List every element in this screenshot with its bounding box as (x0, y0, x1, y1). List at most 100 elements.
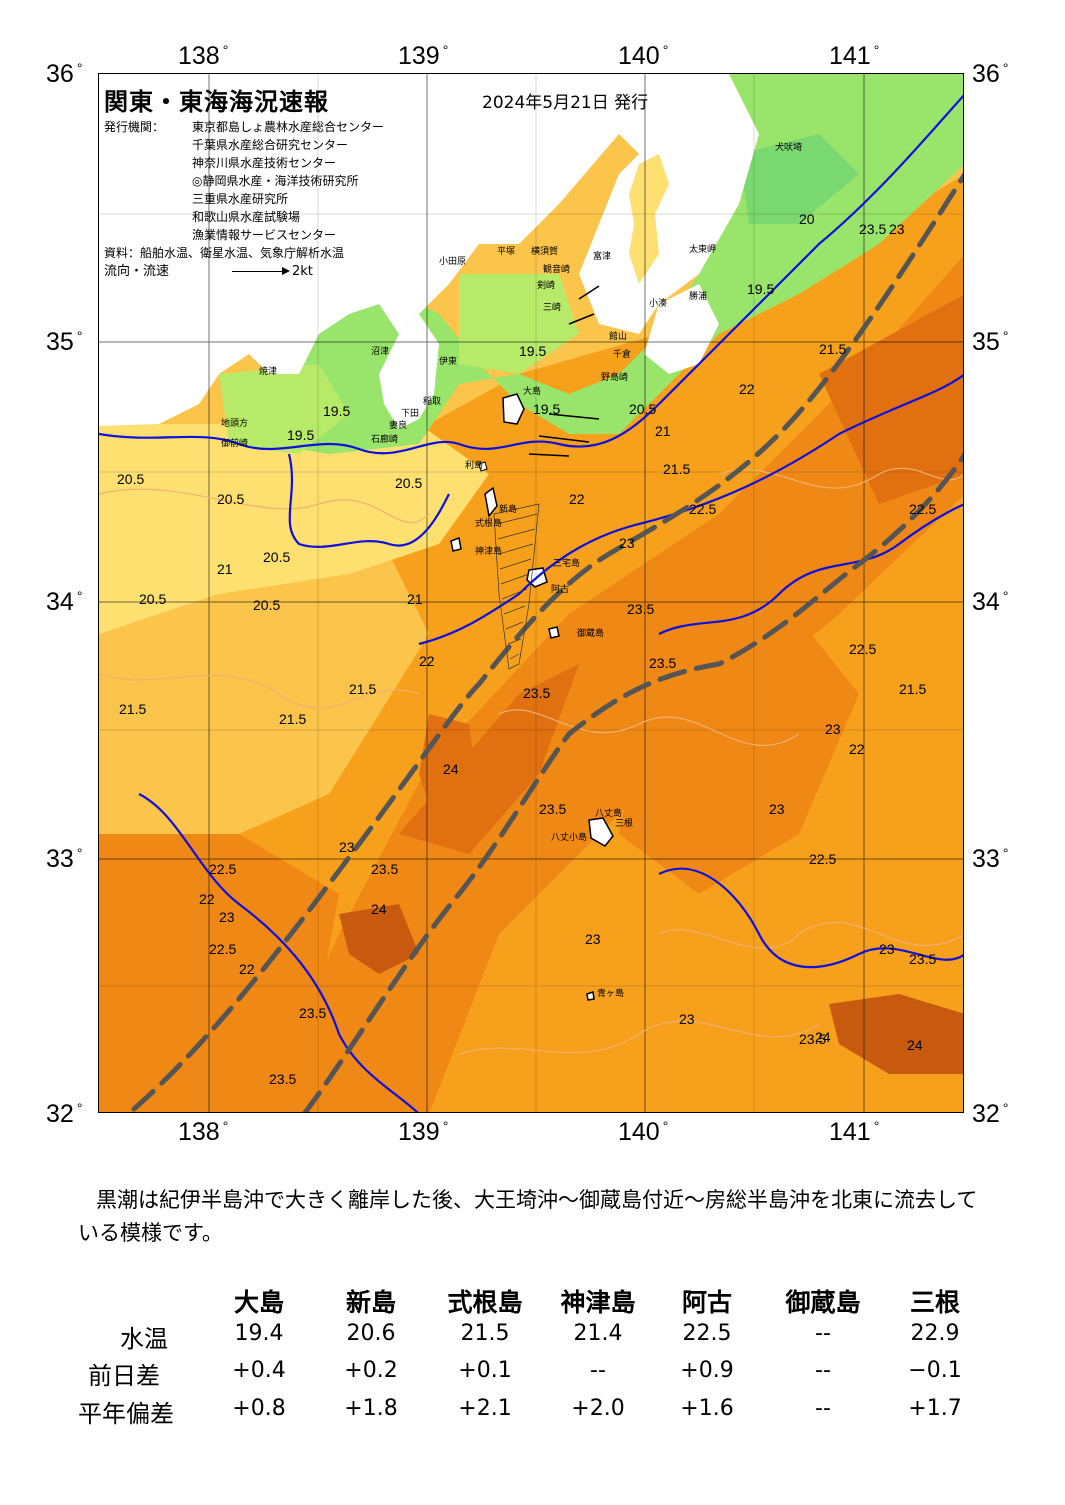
iso-label-23-h: 23 (889, 221, 905, 237)
iso-label-22-d: 22 (849, 741, 865, 757)
map-canvas: 犬吠埼 太東岬 勝浦 小湊 館山 千倉 野島崎 富津 横須賀 観音崎 剣崎 三崎… (99, 74, 963, 1112)
island-oshima (502, 393, 525, 425)
iso-label-23-5-f: 23.5 (299, 1005, 326, 1021)
isotherm-20-5 (287, 453, 450, 548)
iso-label-23-d: 23 (769, 801, 785, 817)
lat-label-35-left: 35 ° (46, 328, 83, 356)
iso-label-23-5-e: 23.5 (371, 861, 398, 877)
iso-label-21-5-e: 21.5 (119, 701, 146, 717)
lat-label-32-right: 32 ° (972, 1100, 1009, 1128)
sea-cold-sagami-zone (459, 274, 579, 374)
place-inatori: 稲取 (423, 395, 441, 407)
iso-label-23-g: 23 (879, 941, 895, 957)
table-cell-temp-mitsune: 22.9 (910, 1321, 960, 1346)
table-cell-anomaly-mitsune: +1.7 (908, 1396, 962, 1421)
current-arrow-4 (578, 285, 600, 300)
graticule-minor (99, 74, 963, 1112)
table-cell-temp-niijima: 20.6 (346, 1321, 396, 1346)
iso-label-22-a: 22 (419, 653, 435, 669)
kuroshio-axis (131, 172, 963, 1112)
iso-label-23-5-j: 23.5 (799, 1031, 826, 1047)
place-miyakejima: 三宅島 (553, 557, 580, 569)
iso-label-19-5-e: 19.5 (747, 281, 774, 297)
iso-label-19-5-b: 19.5 (323, 403, 350, 419)
lon-label-139-bottom: 139 ° (398, 1118, 449, 1146)
place-kominato: 小湊 (649, 297, 667, 309)
isotherm-23-south (658, 867, 963, 969)
iso-label-23-a: 23 (619, 535, 635, 551)
issuer-2: 千葉県水産総合研究センター (192, 138, 349, 152)
iso-label-21-5-f: 21.5 (899, 681, 926, 697)
sea-23-5-center-zone (619, 594, 859, 894)
iso-label-19-5-d: 19.5 (533, 401, 560, 417)
sea-24-core-d (399, 664, 579, 854)
place-shikinejima: 式根島 (475, 517, 502, 529)
hatched-area (493, 503, 540, 670)
place-tateyama: 館山 (609, 330, 627, 342)
lon-label-141-bottom: 141 ° (829, 1118, 880, 1146)
iso-label-23-5-b: 23.5 (523, 685, 550, 701)
iso-label-21-5-b: 21.5 (663, 461, 690, 477)
issuer-4: ◎静岡県水産・海洋技術研究所 (192, 174, 359, 188)
lon-label-140-bottom: 140 ° (618, 1118, 669, 1146)
iso-label-22-b: 22 (569, 491, 585, 507)
place-yokosuka: 横須賀 (531, 245, 558, 257)
map-title: 関東・東海海況速報 (104, 88, 329, 116)
place-taitozaki: 太東岬 (689, 243, 716, 255)
table-cell-anomaly-shikinejima: +2.1 (458, 1396, 512, 1421)
iso-label-21-a: 21 (655, 423, 671, 439)
table-cell-daydiff-oshima: +0.4 (232, 1358, 286, 1383)
iso-label-24-a: 24 (443, 761, 459, 777)
current-arrow-1 (538, 435, 590, 443)
table-cell-daydiff-ako: +0.9 (680, 1358, 734, 1383)
place-katsuura: 勝浦 (689, 290, 707, 302)
iso-label-20-5-c: 20.5 (217, 491, 244, 507)
summary-text: 黒潮は紀伊半島沖で大きく離岸した後、大王埼沖～御蔵島付近～房総半島沖を北東に流去… (78, 1184, 978, 1250)
sea-24-5-core-b (339, 904, 419, 974)
iso-label-20-a: 20 (799, 211, 815, 227)
place-kannonzaki: 観音崎 (543, 263, 570, 275)
iso-label-23-5-c: 23.5 (649, 655, 676, 671)
place-numazu: 沼津 (371, 346, 389, 357)
place-kozushima: 神津島 (475, 545, 502, 557)
lat-label-32-left: 32 ° (46, 1100, 83, 1128)
lon-label-139-top: 139 ° (398, 42, 449, 70)
flow-legend-scale: 2kt (292, 264, 313, 279)
land-boso-tip (644, 284, 719, 374)
isotherm-19-5 (99, 94, 963, 455)
lon-label-138-bottom: 138 ° (178, 1118, 229, 1146)
table-cell-anomaly-ako: +1.6 (680, 1396, 734, 1421)
place-niijima: 新島 (499, 503, 517, 515)
iso-label-23-5-a: 23.5 (627, 601, 654, 617)
table-header-kozushima: 神津島 (560, 1288, 636, 1317)
iso-label-19-5-c: 19.5 (519, 343, 546, 359)
iso-label-20-5-e: 20.5 (263, 549, 290, 565)
iso-label-22-5-f: 22.5 (809, 851, 836, 867)
place-mera: 妻良 (389, 419, 407, 431)
land-kanto-interior-overlay (629, 154, 669, 284)
iso-label-22-e: 22 (199, 891, 215, 907)
place-mitsune: 三根 (615, 817, 633, 829)
current-arrow-3 (568, 313, 595, 325)
place-omaezaki: 御前崎 (221, 437, 248, 449)
iso-label-20-5-d: 20.5 (395, 475, 422, 491)
sea-23-5-zone (259, 256, 963, 1112)
place-misaki: 三崎 (543, 301, 561, 313)
sea-24-5-core-c (829, 994, 963, 1074)
table-cell-daydiff-shikinejima: +0.1 (458, 1358, 512, 1383)
iso-label-24-d: 24 (907, 1037, 923, 1053)
iso-label-22-5-b: 22.5 (209, 861, 236, 877)
table-header-mikurajima: 御蔵島 (785, 1288, 861, 1317)
island-niijima (484, 486, 498, 518)
iso-label-22-5-a: 22.5 (689, 501, 716, 517)
table-header-mitsune: 三根 (909, 1288, 960, 1317)
place-futtsu: 富津 (593, 250, 611, 262)
iso-label-24-b: 24 (371, 901, 387, 917)
place-aogashima: 青ヶ島 (597, 987, 624, 999)
iso-label-23-c: 23 (219, 909, 235, 925)
iso-label-21-b: 21 (407, 591, 423, 607)
lat-label-34-left: 34 ° (46, 588, 83, 616)
iso-label-22-5-e: 22.5 (909, 501, 936, 517)
isotherm-22-sw (138, 793, 419, 1112)
lat-label-36-left: 36 ° (46, 60, 83, 88)
